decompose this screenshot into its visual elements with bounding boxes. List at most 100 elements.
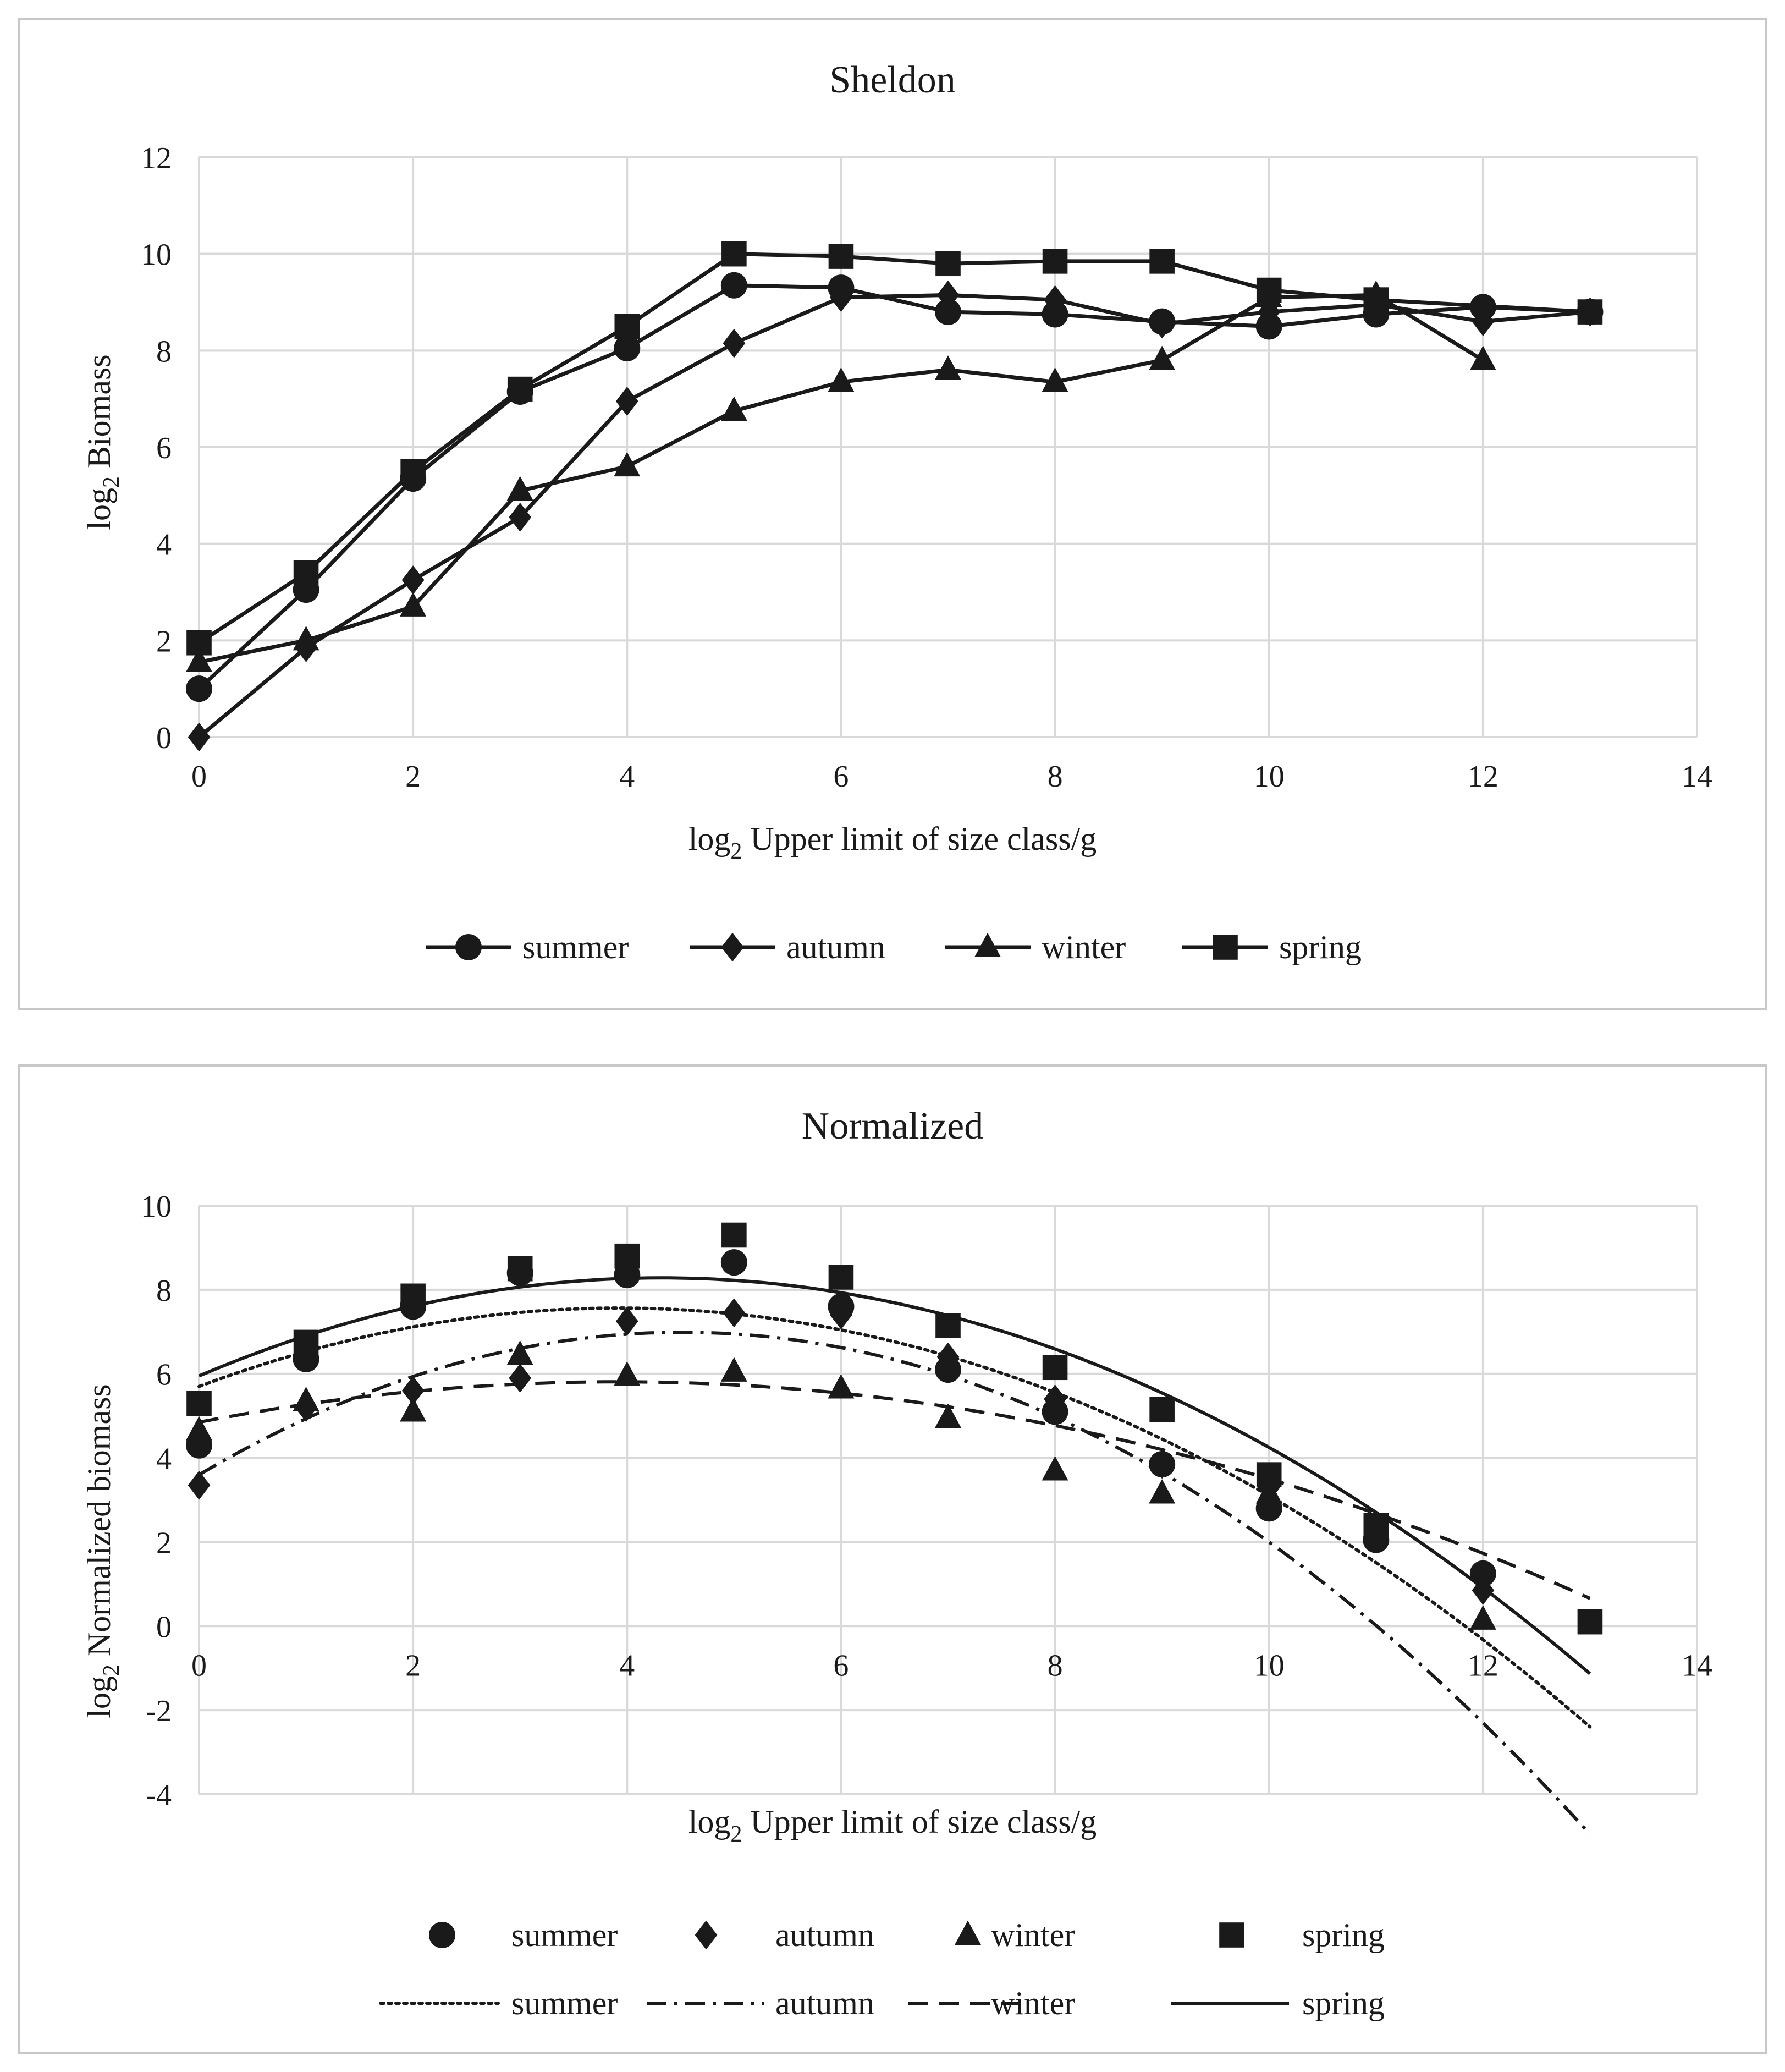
point-autumn <box>830 283 852 312</box>
point-spring <box>1577 1609 1603 1635</box>
sheldon-frame <box>18 18 1767 1010</box>
point-autumn <box>936 1342 960 1372</box>
point-summer <box>1469 1560 1496 1587</box>
x-tick-label: 10 <box>1254 760 1285 794</box>
legend-label: winter <box>991 1985 1075 2021</box>
point-spring <box>1577 299 1603 325</box>
legend-marker-spring <box>1219 1922 1244 1948</box>
trendline-spring <box>198 1276 1591 1675</box>
point-winter <box>1469 1605 1496 1630</box>
y-tick-label: 8 <box>156 1274 172 1308</box>
legend-item-summer: summer <box>429 1917 618 1953</box>
legend-marker-winter <box>955 1920 981 1945</box>
y-tick-label: -4 <box>146 1778 172 1812</box>
point-autumn <box>1044 1384 1066 1414</box>
point-winter <box>186 1416 212 1441</box>
point-autumn <box>830 1300 852 1330</box>
point-winter <box>506 476 533 501</box>
point-winter <box>293 1386 319 1411</box>
point-summer <box>720 1249 747 1276</box>
point-spring <box>1363 287 1389 312</box>
point-spring <box>1149 1397 1175 1422</box>
legend-trend-autumn: autumn <box>647 1985 874 2021</box>
point-spring <box>614 1243 640 1269</box>
normalized-legend: summer autumn winter spring summer autumn wint… <box>379 1917 1385 2021</box>
y-tick-label: 8 <box>156 334 172 369</box>
legend-item-autumn: autumn <box>695 1917 874 1953</box>
point-spring <box>400 1283 426 1309</box>
point-autumn <box>188 1470 211 1500</box>
series-spring <box>186 241 1603 656</box>
point-autumn <box>1472 1575 1495 1605</box>
point-winter <box>935 1403 961 1428</box>
legend-label: autumn <box>775 1985 874 2021</box>
y-tick-label: 10 <box>141 1190 172 1224</box>
point-autumn <box>401 1376 425 1405</box>
y-tick-label: 2 <box>156 624 172 658</box>
series-winter <box>186 1340 1496 1630</box>
point-winter <box>400 592 427 617</box>
legend-label: summer <box>511 1917 618 1953</box>
point-summer <box>186 675 212 702</box>
trendline-winter <box>199 1380 1591 1600</box>
point-winter <box>720 396 747 421</box>
point-autumn <box>509 502 532 532</box>
normalized-y-axis-label: log2 Normalized biomass <box>81 1384 124 1718</box>
point-autumn <box>401 565 425 595</box>
point-autumn <box>723 328 746 358</box>
legend-marker-summer <box>429 1922 455 1948</box>
normalized-title: Normalized <box>802 1105 983 1147</box>
point-winter <box>1255 1479 1282 1504</box>
legend-item-winter: winter <box>945 929 1126 965</box>
point-autumn <box>936 280 960 310</box>
legend-trend-winter: winter <box>908 1985 1075 2021</box>
point-winter <box>400 1397 427 1422</box>
point-autumn <box>1150 309 1174 339</box>
point-winter <box>1149 345 1176 370</box>
point-autumn <box>615 387 638 416</box>
normalized-tick-labels: 0 2 4 6 8 10 12 14 -4 -2 0 2 4 6 8 10 <box>141 1190 1712 1812</box>
x-tick-label: 6 <box>833 1648 849 1683</box>
legend-trend-summer: summer <box>379 1985 618 2021</box>
legend-marker-winter <box>974 932 1001 957</box>
normalized-frame <box>18 1064 1767 2054</box>
point-spring <box>507 1256 533 1282</box>
sheldon-x-axis-label: log2 Upper limit of size class/g <box>688 821 1097 864</box>
x-tick-label: 2 <box>405 1648 421 1683</box>
legend-label: spring <box>1302 1917 1385 1953</box>
point-winter <box>614 1361 641 1386</box>
normalized-trendlines <box>197 1276 1592 1835</box>
x-tick-label: 12 <box>1468 1648 1498 1683</box>
x-tick-label: 4 <box>619 1648 635 1683</box>
point-winter <box>614 452 641 477</box>
point-summer <box>720 272 747 299</box>
y-tick-label: -2 <box>146 1694 172 1728</box>
line-summer <box>197 283 1590 690</box>
normalized-panel: Normalized 0 2 4 6 8 10 12 14 -4 -2 0 2 4 6 8 10 log2 U… <box>18 1064 1767 2054</box>
legend-trend-spring: spring <box>1171 1985 1385 2021</box>
legend-label: winter <box>1042 929 1126 965</box>
point-spring <box>1363 1513 1389 1538</box>
x-tick-label: 4 <box>619 760 635 794</box>
normalized-series <box>186 1222 1603 1635</box>
point-spring <box>721 241 747 267</box>
legend-label: summer <box>522 929 629 965</box>
point-spring <box>1042 249 1068 274</box>
point-winter <box>720 1357 747 1382</box>
point-spring <box>507 376 533 402</box>
legend-label: summer <box>511 1985 618 2021</box>
point-spring <box>400 459 426 484</box>
point-spring <box>1042 1355 1068 1381</box>
point-autumn <box>723 1298 746 1328</box>
point-spring <box>1256 277 1282 303</box>
point-spring <box>935 1313 961 1338</box>
x-tick-label: 0 <box>191 760 207 794</box>
sheldon-tick-labels: 0 2 4 6 8 10 12 14 0 2 4 6 8 10 12 <box>141 141 1712 794</box>
point-winter <box>293 625 319 651</box>
point-spring <box>828 244 854 269</box>
x-tick-label: 14 <box>1682 760 1712 794</box>
x-tick-label: 12 <box>1468 760 1498 794</box>
legend-item-autumn: autumn <box>690 929 885 965</box>
legend-item-spring: spring <box>1182 929 1362 965</box>
